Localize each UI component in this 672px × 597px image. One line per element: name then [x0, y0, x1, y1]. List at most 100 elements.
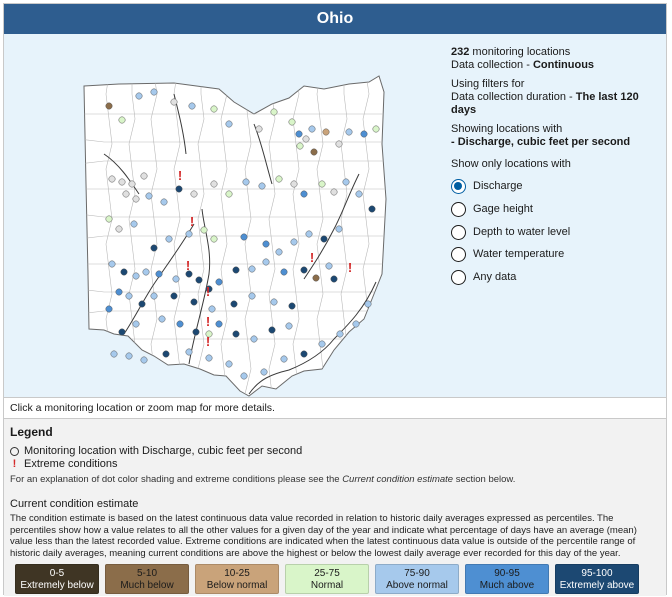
location-count: 232: [451, 46, 470, 58]
monitoring-location-dot: [342, 178, 350, 186]
map-panel[interactable]: !!!!!!!! 232 monitoring locations Data c…: [4, 34, 666, 397]
monitoring-location-dot: [288, 302, 296, 310]
map-hint: Click a monitoring location or zoom map …: [4, 397, 666, 419]
swatch-label: Much below: [120, 580, 174, 591]
monitoring-location-dot: [110, 350, 118, 358]
radio-icon[interactable]: [451, 224, 466, 240]
filter-label: Data collection duration -: [451, 91, 573, 103]
monitoring-location-dot: [125, 292, 133, 300]
monitoring-location-dot: [172, 275, 180, 283]
scale-swatch: 75-90 Above normal: [375, 564, 459, 594]
monitoring-location-dot: [275, 175, 283, 183]
radio-depth-to-water[interactable]: Depth to water level: [451, 223, 570, 241]
scale-swatch: 10-25 Below normal: [195, 564, 279, 594]
filter-line-1: Using filters for: [451, 78, 525, 90]
county-line: [150, 76, 158, 395]
monitoring-location-dot: [185, 230, 193, 238]
monitoring-location-dot: [248, 265, 256, 273]
filter-value: The last 120 days: [451, 91, 639, 116]
monitoring-location-dot: [230, 300, 238, 308]
monitoring-location-dot: [165, 235, 173, 243]
monitoring-location-dot: [115, 288, 123, 296]
monitoring-location-dot: [275, 248, 283, 256]
monitoring-location-dot: [232, 266, 240, 274]
monitoring-location-dot: [258, 182, 266, 190]
county-line: [173, 76, 181, 395]
note-suffix: section below.: [455, 474, 516, 485]
note-prefix: For an explanation of dot color shading …: [10, 474, 340, 485]
radio-water-temperature[interactable]: Water temperature: [451, 245, 564, 263]
cce-title: Current condition estimate: [10, 498, 139, 510]
exclamation-icon: !: [12, 458, 17, 470]
county-line: [197, 76, 205, 395]
monitoring-location-dot: [280, 268, 288, 276]
radio-icon[interactable]: [451, 201, 466, 217]
county-line: [84, 160, 386, 165]
monitoring-location-dot: [135, 92, 143, 100]
monitoring-location-dot: [225, 190, 233, 198]
county-line: [84, 235, 386, 240]
radio-gage-height[interactable]: Gage height: [451, 200, 533, 218]
monitoring-location-dot: [330, 275, 338, 283]
radio-label: Any data: [473, 271, 517, 283]
monitoring-location-dot: [262, 258, 270, 266]
monitoring-location-dot: [232, 330, 240, 338]
radio-icon[interactable]: [451, 246, 466, 262]
monitoring-location-dot: [190, 298, 198, 306]
monitoring-location-dot: [132, 320, 140, 328]
scale-swatch: 90-95 Much above: [465, 564, 549, 594]
monitoring-location-dot: [118, 116, 126, 124]
monitoring-location-dot: [158, 315, 166, 323]
scale-swatch: 25-75 Normal: [285, 564, 369, 594]
radio-discharge[interactable]: Discharge: [451, 177, 523, 195]
radio-any-data[interactable]: Any data: [451, 268, 516, 286]
monitoring-location-dot: [215, 320, 223, 328]
extreme-condition-icon: !: [186, 258, 190, 273]
monitoring-location-dot: [295, 130, 303, 138]
scale-swatch: 5-10 Much below: [105, 564, 189, 594]
swatch-range: 0-5: [49, 568, 65, 579]
swatch-range: 10-25: [224, 568, 250, 579]
swatch-label: Above normal: [386, 580, 448, 591]
monitoring-location-dot: [122, 190, 130, 198]
extreme-condition-icon: !: [206, 314, 210, 329]
scale-swatch: 0-5 Extremely below: [15, 564, 99, 594]
swatch-label: Much above: [479, 580, 535, 591]
showing-value-line: - Discharge, cubic feet per second: [451, 136, 665, 149]
monitoring-location-dot: [185, 348, 193, 356]
ohio-map[interactable]: !!!!!!!!: [4, 34, 444, 397]
monitoring-location-dot: [118, 178, 126, 186]
circle-icon: [10, 447, 19, 456]
monitoring-location-dot: [150, 88, 158, 96]
monitoring-location-dot: [120, 268, 128, 276]
monitoring-location-dot: [176, 320, 184, 328]
monitoring-location-dot: [318, 340, 326, 348]
monitoring-location-dot: [155, 270, 163, 278]
legend-item-extreme: ! Extreme conditions: [10, 458, 660, 471]
radio-icon[interactable]: [451, 269, 466, 285]
county-line: [84, 310, 386, 315]
summary-panel: 232 monitoring locations Data collection…: [451, 46, 665, 149]
cce-description: The condition estimate is based on the l…: [10, 513, 637, 559]
monitoring-location-dot: [322, 128, 330, 136]
monitoring-location-dot: [210, 235, 218, 243]
monitoring-location-dot: [318, 180, 326, 188]
count-line: 232 monitoring locations: [451, 46, 665, 59]
monitoring-location-dot: [210, 180, 218, 188]
county-line: [268, 76, 276, 395]
extreme-condition-icon: !: [178, 168, 182, 183]
monitoring-location-dot: [260, 368, 268, 376]
map-widget: Ohio !!!!!!!! 232 monitoring locations D…: [3, 3, 667, 596]
monitoring-location-dot: [300, 350, 308, 358]
monitoring-location-dot: [300, 266, 308, 274]
collection-line: Data collection - Continuous: [451, 59, 665, 72]
extreme-condition-icon: !: [310, 250, 314, 265]
monitoring-location-dot: [162, 350, 170, 358]
radio-selected-icon[interactable]: [451, 178, 466, 194]
extreme-condition-icon: !: [206, 334, 210, 349]
monitoring-location-dot: [330, 188, 338, 196]
monitoring-location-dot: [336, 330, 344, 338]
monitoring-location-dot: [240, 372, 248, 380]
monitoring-location-dot: [364, 300, 372, 308]
monitoring-location-dot: [296, 142, 304, 150]
